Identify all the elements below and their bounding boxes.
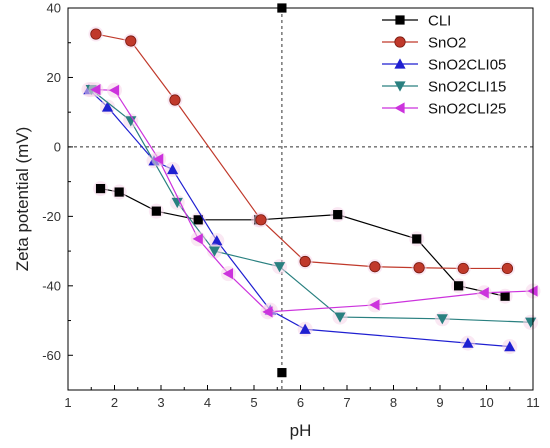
- data-point-sno2cli25: [108, 84, 120, 96]
- data-point-sno2cli15: [436, 314, 448, 325]
- data-point-cli: [454, 281, 464, 291]
- series-sno2cli15: [83, 82, 539, 330]
- legend-marker: [394, 81, 406, 92]
- legend-item-cli: CLI: [382, 13, 451, 30]
- series-layer: [81, 3, 541, 378]
- legend-item-sno2cli25: SnO2CLI25: [382, 101, 506, 118]
- x-tick-label: 8: [390, 395, 397, 410]
- data-point-cli: [193, 215, 203, 225]
- reference-lines: [68, 8, 533, 390]
- data-point-sno2cli05: [299, 323, 311, 334]
- legend-label: SnO2CLI25: [428, 101, 506, 118]
- x-axis-title: pH: [290, 421, 312, 440]
- axes: [67, 7, 534, 391]
- data-point-sno2cli15: [208, 246, 221, 257]
- series-sno2: [88, 26, 515, 276]
- legend-label: SnO2CLI05: [428, 57, 506, 74]
- x-tick-label: 6: [297, 395, 304, 410]
- data-point-sno2cli25: [369, 299, 380, 311]
- data-point-sno2: [457, 262, 469, 275]
- data-point-sno2cli05: [504, 340, 516, 352]
- legend-marker: [395, 15, 405, 25]
- data-point-sno2cli05: [462, 337, 474, 348]
- series-line-sno2cli25: [95, 89, 534, 313]
- data-point-sno2cli25: [262, 306, 273, 318]
- legend-item-sno2cli15: SnO2CLI15: [382, 79, 506, 96]
- y-tick-label: 20: [47, 70, 61, 85]
- data-point-cli: [500, 291, 510, 301]
- data-point-sno2: [501, 262, 514, 275]
- data-point-cli: [95, 183, 106, 194]
- y-tick-label: -20: [42, 209, 61, 224]
- tick-labels: 1 2 3 4 5 6 7 8 9 10 11 -60 -40 -20 0 20 40: [42, 1, 540, 411]
- data-point-sno2: [90, 28, 102, 40]
- data-point-sno2: [369, 261, 381, 273]
- data-point-cli: [151, 206, 161, 216]
- legend-label: CLI: [428, 13, 451, 30]
- y-tick-label: -60: [42, 348, 61, 363]
- data-point-sno2: [413, 262, 425, 274]
- data-point-sno2cli25: [90, 84, 101, 96]
- legend-marker: [394, 36, 406, 48]
- legend-label: SnO2CLI15: [428, 79, 506, 96]
- x-tick-label: 11: [526, 395, 540, 410]
- data-point-cli: [333, 210, 343, 220]
- legend-item-sno2cli05: SnO2CLI05: [382, 57, 506, 74]
- series-line-cli: [100, 187, 506, 297]
- x-tick-label: 5: [250, 395, 257, 410]
- y-tick-label: 40: [47, 1, 61, 16]
- y-tick-label: -40: [42, 278, 61, 293]
- series-line-sno2cli05: [88, 89, 510, 348]
- data-point-sno2cli25: [153, 153, 164, 165]
- legend-marker: [394, 58, 406, 69]
- series-cli: [93, 181, 513, 304]
- data-point-sno2: [255, 214, 267, 226]
- data-point-sno2cli05: [211, 235, 223, 246]
- data-point-sno2cli05: [101, 101, 114, 112]
- data-point-cli: [114, 187, 124, 197]
- data-point-sno2cli15: [334, 312, 346, 323]
- series-sno2cli05: [81, 82, 518, 355]
- data-point-sno2cli05: [167, 163, 179, 175]
- y-axis-title: Zeta potential (mV): [13, 127, 32, 272]
- x-tick-label: 7: [343, 395, 350, 410]
- x-tick-label: 3: [157, 395, 164, 410]
- data-point-sno2: [169, 94, 181, 106]
- data-point-sno2cli25: [478, 287, 489, 299]
- y-tick-label: 0: [54, 139, 61, 154]
- data-point-sno2cli25: [192, 233, 203, 245]
- series-sno2cli25: [88, 82, 541, 320]
- data-point-cli: [412, 234, 422, 244]
- series-line-sno2cli15: [90, 89, 531, 323]
- x-tick-label: 2: [111, 395, 118, 410]
- x-tick-label: 9: [436, 395, 443, 410]
- x-tick-label: 1: [64, 395, 71, 410]
- x-tick-label: 4: [204, 395, 211, 410]
- data-point-extra: [277, 368, 287, 378]
- data-point-sno2: [125, 35, 137, 47]
- data-point-sno2: [299, 255, 311, 268]
- data-point-sno2cli15: [273, 262, 286, 273]
- legend-item-sno2: SnO2: [382, 35, 466, 52]
- data-point-sno2cli25: [222, 268, 234, 280]
- data-point-sno2cli15: [171, 197, 183, 209]
- legend-marker: [394, 102, 405, 114]
- legend: CLI SnO2 SnO2CLI05 SnO2CLI15 SnO2CLI25: [382, 13, 506, 118]
- legend-label: SnO2: [428, 35, 466, 52]
- x-tick-label: 10: [479, 395, 493, 410]
- data-point-sno2cli15: [125, 116, 137, 127]
